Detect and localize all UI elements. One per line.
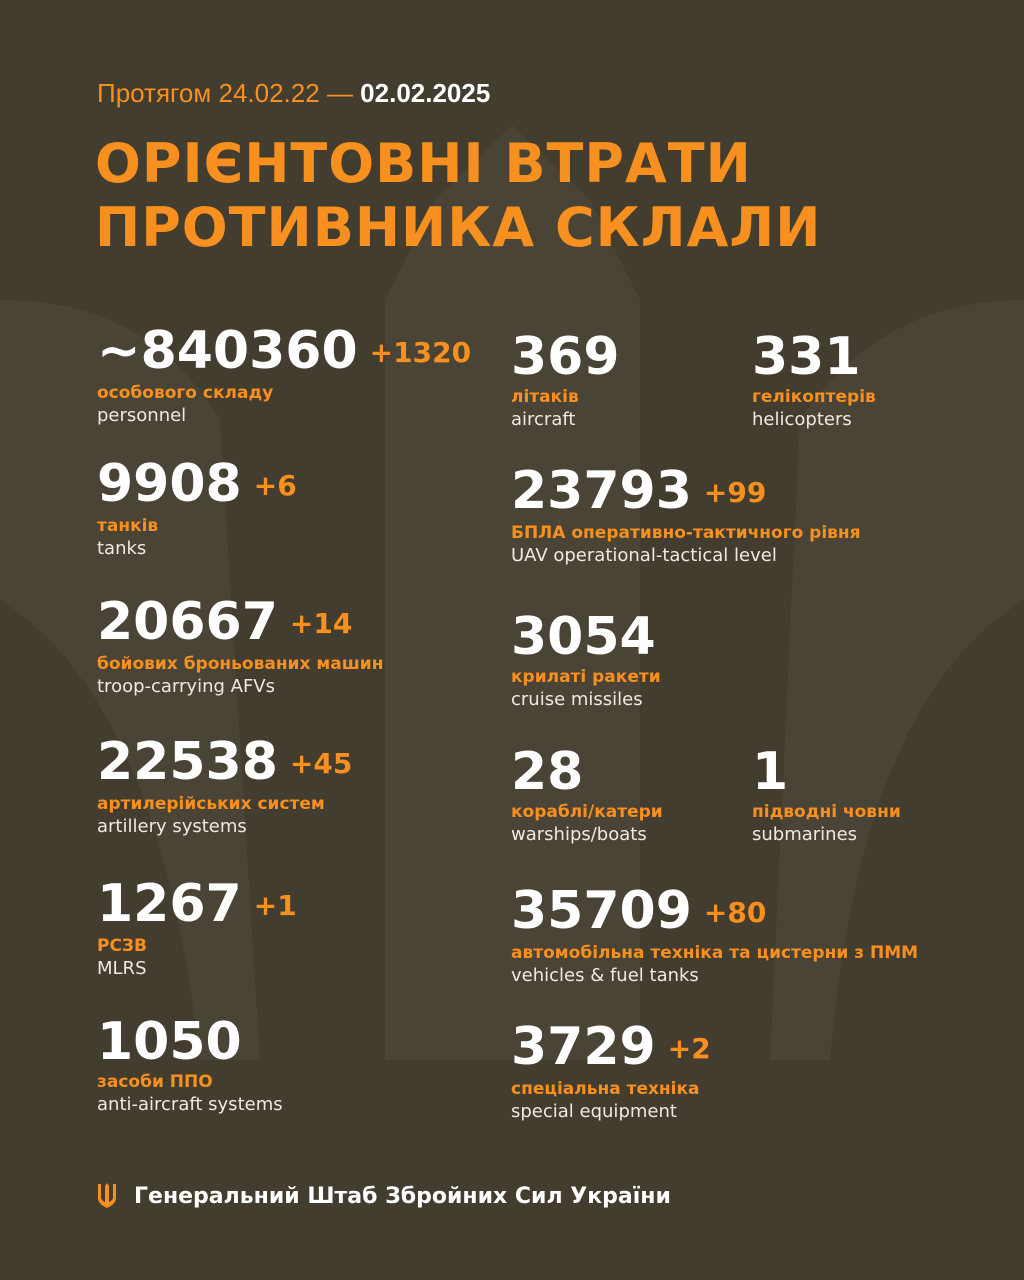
stat-label-en: UAV operational-tactical level: [511, 545, 777, 566]
stat-label-ua: артилерійських систем: [97, 794, 325, 814]
stat-label-en: special equipment: [511, 1101, 677, 1122]
stat-right-7: 3729 +2 спеціальна техніка special equipmen…: [511, 1018, 711, 1124]
stat-label-ua: літаків: [511, 387, 579, 407]
stat-right-1: 331 гелікоптерів helicopters: [752, 328, 876, 432]
stat-label-ua: автомобільна техніка та цистерни з ПММ: [511, 943, 919, 963]
stat-delta: +1320: [369, 336, 472, 369]
stat-value: 22538 +45: [97, 732, 353, 792]
stat-value: 9908 +6: [97, 454, 297, 514]
stat-label-ua: засоби ППО: [97, 1072, 213, 1092]
stat-value: 28: [511, 742, 584, 802]
stat-label-en: aircraft: [511, 409, 576, 430]
stat-right-6: 35709 +80 автомобільна техніка та цистерни…: [511, 882, 918, 988]
stat-label-en: personnel: [97, 405, 187, 426]
stat-value: ~840360 +1320: [97, 321, 472, 381]
stat-left-4: 1267 +1 РСЗВ MLRS: [97, 875, 297, 981]
stat-label-ua: гелікоптерів: [752, 387, 876, 407]
stat-delta: +80: [703, 896, 767, 929]
stat-label-en: submarines: [752, 824, 858, 845]
stat-value: 1050: [97, 1012, 242, 1072]
stat-delta: +99: [703, 476, 767, 509]
stat-value: 1267 +1: [97, 874, 297, 934]
page-title: ОРІЄНТОВНІ ВТРАТИ ПРОТИВНИКА СКЛАЛИ: [95, 132, 822, 259]
stat-label-en: cruise missiles: [511, 689, 643, 710]
period: Протягом 24.02.22 — 02.02.2025: [97, 78, 491, 108]
stat-left-5: 1050 засоби ППО anti-aircraft systems: [97, 1013, 283, 1117]
trident-icon: [98, 1183, 116, 1208]
stat-label-ua: підводні човни: [752, 802, 901, 822]
stat-delta: +2: [667, 1032, 711, 1065]
stat-label-ua: бойових броньованих машин: [97, 654, 384, 674]
stat-right-5: 1 підводні човни submarines: [752, 743, 901, 847]
stat-delta: +1: [253, 889, 297, 922]
stat-label-ua: особового складу: [97, 383, 274, 403]
stat-value: 369: [511, 327, 620, 387]
stat-right-4: 28 кораблі/катери warships/boats: [511, 743, 663, 847]
stat-value: 3054: [511, 607, 656, 667]
stat-label-en: anti-aircraft systems: [97, 1094, 283, 1115]
stat-right-2: 23793 +99 БПЛА оперативно-тактичного рівня…: [511, 462, 861, 568]
stat-value: 35709 +80: [511, 881, 767, 941]
stat-label-ua: кораблі/катери: [511, 802, 663, 822]
stat-delta: +45: [289, 747, 353, 780]
stat-label-ua: крилаті ракети: [511, 667, 661, 687]
stat-left-3: 22538 +45 артилерійських систем artillery s…: [97, 733, 352, 839]
stat-label-en: troop-carrying AFVs: [97, 676, 275, 697]
stat-label-ua: спеціальна техніка: [511, 1079, 700, 1099]
stat-label-ua: РСЗВ: [97, 936, 147, 956]
stat-label-ua: танків: [97, 516, 159, 536]
stat-label-en: vehicles & fuel tanks: [511, 965, 699, 986]
stat-value: 20667 +14: [97, 592, 353, 652]
stat-label-en: artillery systems: [97, 816, 247, 837]
stat-left-0: ~840360 +1320 особового складу personnel: [97, 322, 471, 428]
stat-right-0: 369 літаків aircraft: [511, 328, 620, 432]
stat-label-en: warships/boats: [511, 824, 647, 845]
stat-label-en: helicopters: [752, 409, 852, 430]
stat-delta: +14: [289, 607, 353, 640]
stat-value: 1: [752, 742, 789, 802]
stat-value: 3729 +2: [511, 1017, 711, 1077]
stat-value: 331: [752, 327, 861, 387]
stat-label-en: tanks: [97, 538, 147, 559]
footer: Генеральний Штаб Збройних Сил України: [96, 1182, 671, 1210]
stat-value: 23793 +99: [511, 461, 767, 521]
stat-left-2: 20667 +14 бойових броньованих машин troop-c…: [97, 593, 383, 699]
stat-label-en: MLRS: [97, 958, 147, 979]
stat-delta: +6: [253, 469, 297, 502]
stat-left-1: 9908 +6 танків tanks: [97, 455, 297, 561]
stat-right-3: 3054 крилаті ракети cruise missiles: [511, 608, 661, 712]
stat-label-ua: БПЛА оперативно-тактичного рівня: [511, 523, 861, 543]
